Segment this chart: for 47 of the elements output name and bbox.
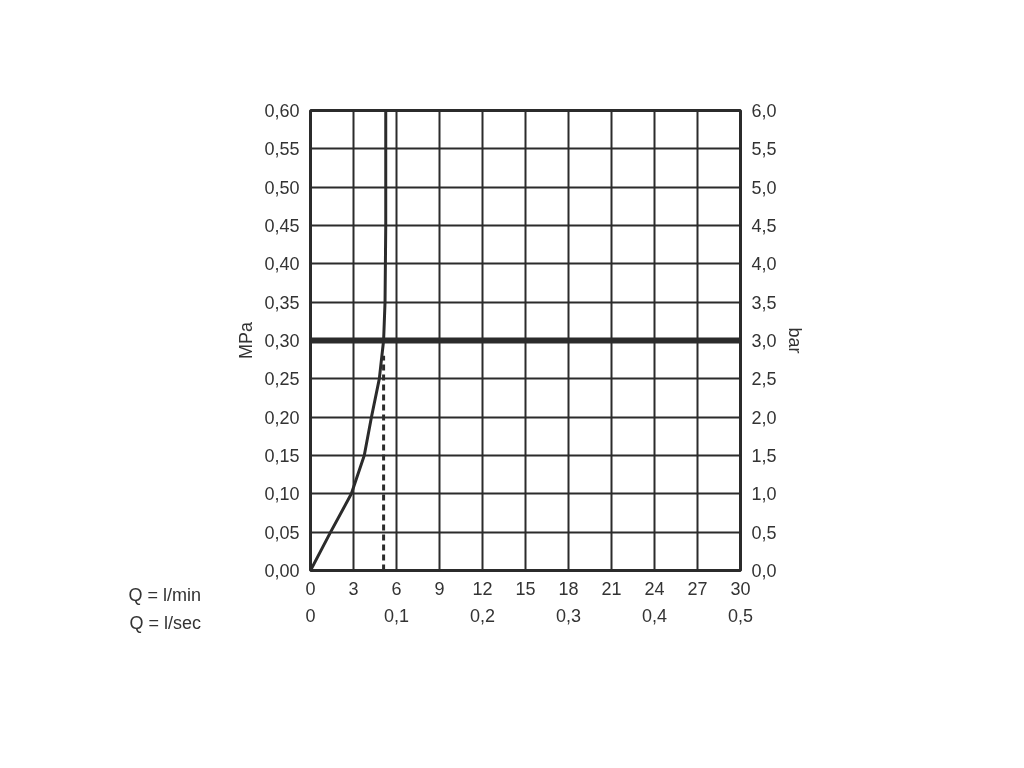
- y2-axis-title: bar: [784, 327, 805, 354]
- x-tick-label: 15: [515, 578, 536, 599]
- y-tick-label: 0,05: [264, 522, 300, 543]
- x-tick-label: 27: [687, 578, 708, 599]
- y-tick-label: 0,25: [264, 369, 300, 390]
- y-tick-label: 0,10: [264, 484, 300, 505]
- y2-tick-label: 6,0: [751, 101, 777, 121]
- y2-tick-label: 4,0: [751, 254, 777, 275]
- y2-tick-label: 4,5: [751, 216, 777, 236]
- y-tick-label: 0,55: [264, 139, 300, 160]
- x2-tick-label: 0,4: [641, 605, 668, 626]
- x-tick-label: 30: [730, 578, 751, 599]
- y2-tick-label: 1,5: [751, 446, 777, 466]
- x2-tick-label: 0,2: [469, 605, 496, 626]
- y-tick-label: 0,00: [264, 561, 300, 581]
- y2-tick-label: 5,5: [751, 139, 777, 160]
- x2-tick-label: 0,5: [727, 605, 754, 626]
- x-tick-label: 6: [391, 578, 402, 599]
- y2-tick-label: 2,0: [751, 407, 777, 428]
- y-tick-label: 0,15: [264, 446, 300, 466]
- y2-tick-label: 2,5: [751, 369, 777, 390]
- y-tick-label: 0,35: [264, 292, 300, 313]
- x2-tick-label: 0,1: [383, 605, 410, 626]
- x-tick-label: 9: [434, 578, 445, 599]
- y2-tick-label: 1,0: [751, 484, 777, 505]
- x-tick-label: 24: [644, 578, 665, 599]
- x2-tick-label: 0: [305, 605, 316, 626]
- x-tick-label: 3: [348, 578, 359, 599]
- y2-tick-label: 0,0: [751, 561, 777, 581]
- y2-tick-label: 3,0: [751, 331, 777, 351]
- x-tick-label: 0: [305, 578, 316, 599]
- y-tick-label: 0,40: [264, 254, 300, 275]
- y-tick-label: 0,20: [264, 407, 300, 428]
- x2-tick-label: 0,3: [555, 605, 582, 626]
- y-axis-title: MPa: [236, 321, 257, 360]
- y2-tick-label: 3,5: [751, 292, 777, 313]
- y-tick-label: 0,50: [264, 177, 300, 198]
- x-tick-label: 18: [558, 578, 579, 599]
- y-tick-label: 0,45: [264, 216, 300, 236]
- y-tick-label: 0,30: [264, 331, 300, 351]
- y-tick-label: 0,60: [264, 101, 300, 121]
- x-tick-label: 12: [472, 578, 493, 599]
- x2-axis-title: Q = l/sec: [129, 612, 201, 635]
- x-axis-title: Q = l/min: [128, 584, 201, 607]
- y2-tick-label: 5,0: [751, 177, 777, 198]
- x-tick-label: 21: [601, 578, 622, 599]
- y2-tick-label: 0,5: [751, 522, 777, 543]
